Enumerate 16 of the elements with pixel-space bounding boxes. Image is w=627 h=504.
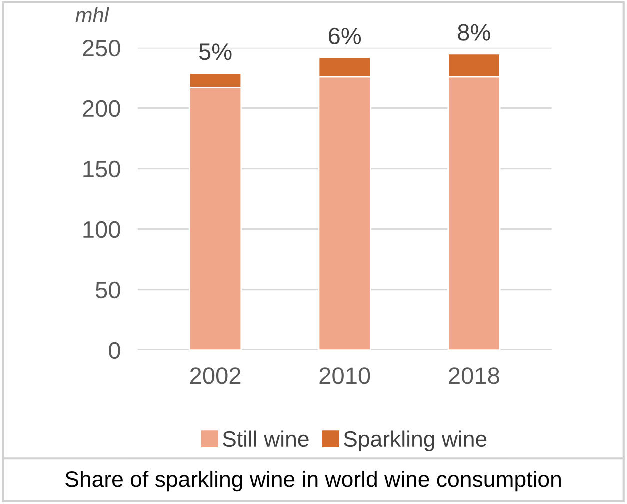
legend-label: Still wine	[223, 430, 309, 448]
y-tick-label: 0	[109, 342, 120, 360]
x-tick-label: 2010	[320, 368, 370, 384]
legend-label: Sparkling wine	[344, 430, 487, 452]
x-tick-label: 2018	[449, 368, 500, 384]
annotation: 8%	[458, 24, 490, 41]
y-tick-label: 50	[96, 282, 120, 299]
annotation: 5%	[199, 44, 232, 60]
y-tick-label: 200	[83, 100, 120, 118]
text: Share of sparkling wine in world wine consumption	[66, 470, 561, 492]
y-tick-label: 250	[83, 40, 120, 57]
y-tick-label: 100	[84, 221, 120, 238]
annotation: 6%	[328, 28, 362, 45]
x-tick-label: 2002	[190, 368, 241, 384]
y-tick-label: 150	[84, 160, 120, 178]
y-axis-title: mhl	[76, 7, 110, 22]
